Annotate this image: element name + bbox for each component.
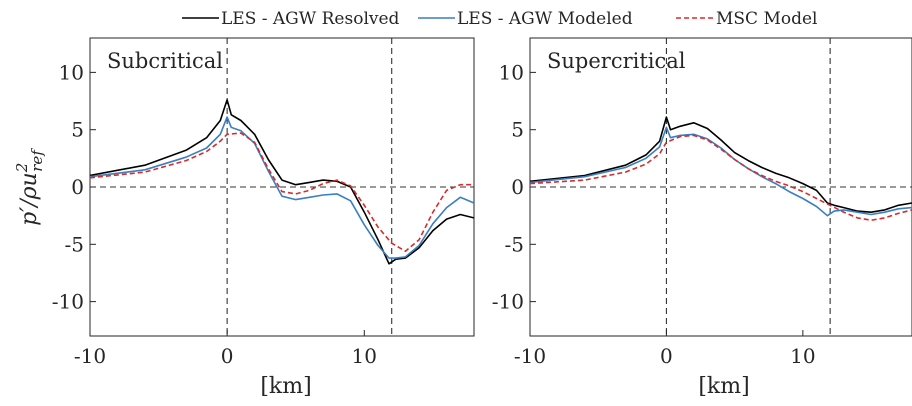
plot-area xyxy=(90,38,474,336)
x-tick-label: 0 xyxy=(221,344,234,368)
y-tick-label: 10 xyxy=(59,60,84,84)
y-tick-label: -5 xyxy=(65,232,84,256)
x-axis-label-left: [km] xyxy=(260,374,311,399)
series-line-msc xyxy=(530,134,912,221)
y-axis-label: p′/ρu2ref xyxy=(13,148,46,226)
legend-resolved-label: LES - AGW Resolved xyxy=(221,9,400,29)
y-tick-label: -10 xyxy=(492,290,524,314)
svg-text:p′/ρu2ref: p′/ρu2ref xyxy=(13,148,46,226)
y-tick-label: -10 xyxy=(52,290,84,314)
plot-area xyxy=(530,38,912,336)
x-tick-label: 10 xyxy=(790,344,815,368)
x-tick-label: -10 xyxy=(514,344,546,368)
x-tick-label: 0 xyxy=(660,344,673,368)
y-tick-label: 5 xyxy=(511,118,524,142)
y-tick-label: 0 xyxy=(511,175,524,199)
legend: LES - AGW Resolved LES - AGW Modeled MSC… xyxy=(182,9,818,29)
panel-title: Subcritical xyxy=(107,49,223,73)
y-label-p: p′/ρu xyxy=(17,172,42,226)
legend-modeled-label: LES - AGW Modeled xyxy=(457,9,633,29)
series-line-resolved xyxy=(530,116,912,213)
series-line-resolved xyxy=(90,99,474,265)
y-tick-label: 10 xyxy=(499,60,524,84)
x-axis-label-right: [km] xyxy=(698,374,749,399)
y-label-sub: ref xyxy=(28,148,46,172)
y-label-sup: 2 xyxy=(13,163,31,174)
y-tick-label: 5 xyxy=(71,118,84,142)
y-tick-label: 0 xyxy=(71,175,84,199)
supercritical-panel: -10 0 10 10 5 0 -5 -10 Supercritical xyxy=(492,37,912,368)
series-line-modeled xyxy=(90,116,474,259)
panel-title: Supercritical xyxy=(547,49,686,73)
x-tick-label: -10 xyxy=(74,344,106,368)
series-line-msc xyxy=(90,132,474,252)
x-tick-label: 10 xyxy=(352,344,377,368)
legend-msc-label: MSC Model xyxy=(716,9,818,29)
y-tick-label: -5 xyxy=(505,232,524,256)
subcritical-panel: -10 0 10 10 5 0 -5 -10 Subcritical xyxy=(52,37,475,368)
